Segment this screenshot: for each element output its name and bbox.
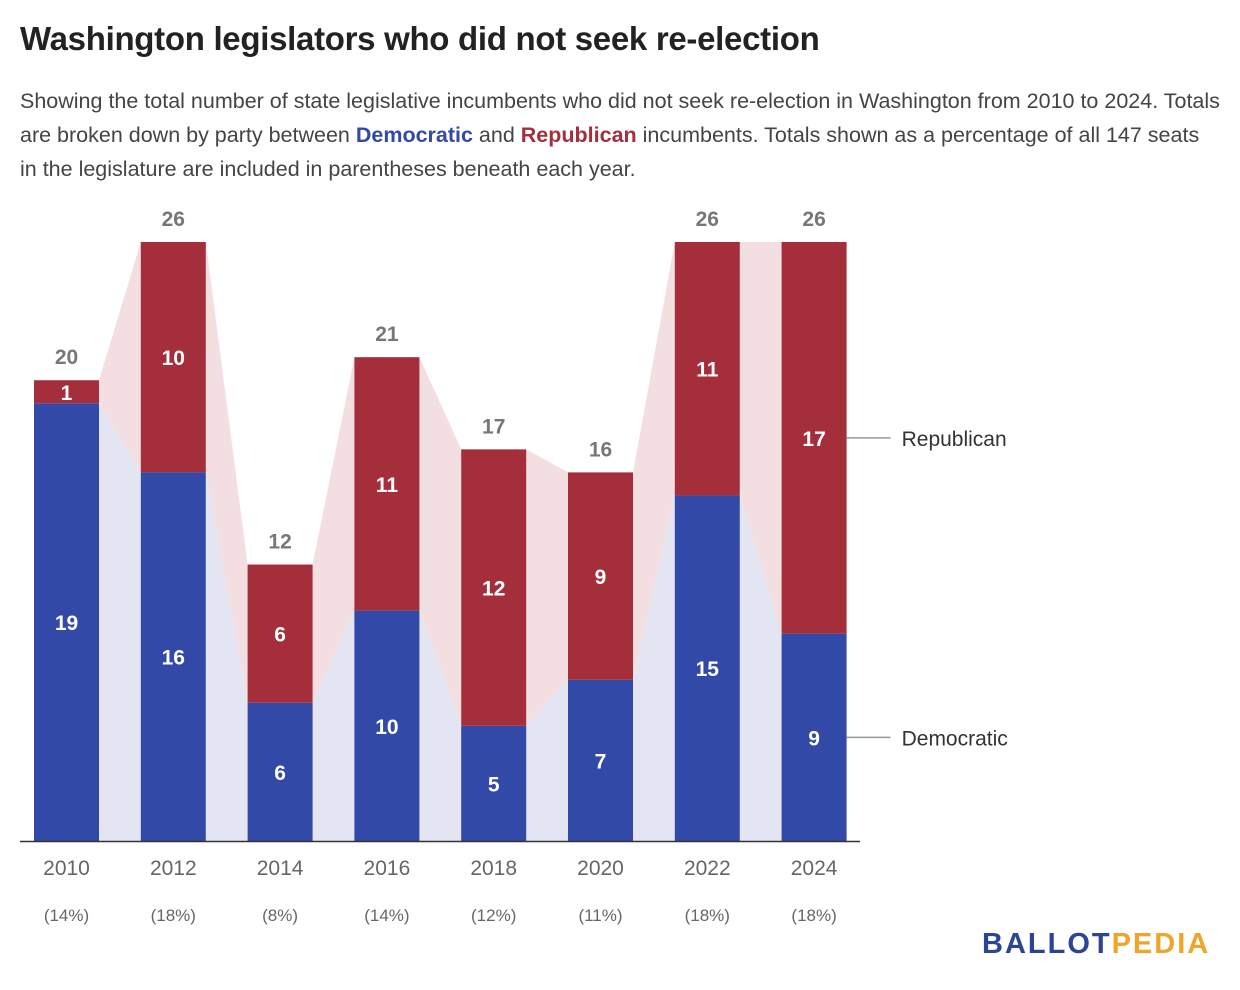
democratic-bar	[461, 725, 527, 841]
chart-title: Washington legislators who did not seek …	[20, 20, 820, 57]
democratic-connector-band	[633, 495, 675, 841]
democratic-connector-band	[419, 610, 462, 841]
percent-of-seats-label: (12%)	[471, 906, 516, 925]
democratic-connector-band	[312, 610, 355, 841]
republican-bar	[674, 242, 740, 496]
republican-connector-band	[419, 357, 462, 726]
x-axis-tick-label: 2022	[684, 857, 731, 880]
democratic-connector-band	[526, 679, 568, 841]
total-value-label: 26	[162, 208, 185, 231]
republican-value-label: 10	[162, 347, 185, 370]
democratic-connector-band	[739, 495, 782, 841]
democratic-bar	[140, 472, 206, 841]
subtitle-text-1: Showing the total number of state legisl…	[20, 89, 1220, 147]
percent-of-seats-label: (14%)	[364, 906, 409, 925]
democratic-value-label: 15	[696, 658, 720, 681]
logo-pedia-text: PEDIA	[1111, 928, 1211, 960]
percent-of-seats-label: (11%)	[578, 906, 622, 925]
democratic-value-label: 10	[375, 716, 398, 739]
republican-bar	[568, 472, 633, 680]
total-value-label: 20	[55, 346, 78, 369]
total-value-label: 17	[482, 415, 505, 438]
republican-connector-band	[633, 242, 675, 680]
subtitle-democratic-word: Democratic	[355, 123, 473, 147]
republican-bar	[34, 380, 99, 404]
democratic-connector-band	[99, 403, 141, 841]
subtitle-text-3: incumbents. Totals shown as a percentage…	[20, 123, 1200, 181]
democratic-value-label: 16	[162, 647, 185, 670]
republican-value-label: 9	[595, 566, 607, 589]
republican-value-label: 17	[802, 428, 825, 451]
democratic-bar	[674, 495, 740, 841]
democratic-value-label: 6	[274, 762, 286, 785]
percent-of-seats-label: (18%)	[685, 906, 730, 925]
republican-connector-band	[205, 242, 248, 703]
subtitle-text-2: and	[472, 123, 521, 147]
republican-value-label: 11	[696, 359, 719, 382]
percent-of-seats-label: (8%)	[262, 906, 298, 925]
x-axis-tick-label: 2018	[470, 857, 517, 880]
total-value-label: 12	[268, 531, 291, 554]
x-axis-tick-label: 2016	[364, 857, 411, 880]
republican-bar	[247, 564, 313, 703]
democratic-value-label: 7	[595, 750, 607, 773]
democratic-bar	[781, 633, 847, 841]
x-axis-tick-label: 2024	[791, 857, 838, 880]
democratic-value-label: 5	[488, 773, 500, 796]
total-value-label: 26	[696, 208, 719, 231]
republican-value-label: 12	[482, 578, 505, 601]
democratic-value-label: 19	[55, 612, 78, 635]
republican-connector-band	[526, 449, 568, 726]
ballotpedia-logo: BALLOTPEDIA	[982, 928, 1210, 961]
democratic-bar	[354, 610, 420, 841]
percent-of-seats-label: (18%)	[151, 906, 196, 925]
legend-republican-label: Republican	[902, 428, 1007, 451]
total-value-label: 16	[589, 438, 612, 461]
democratic-connector-band	[205, 472, 248, 841]
republican-connector-band	[99, 242, 141, 473]
republican-bar	[140, 242, 206, 473]
x-axis-tick-label: 2010	[43, 857, 90, 880]
total-value-label: 21	[375, 323, 399, 346]
republican-bar	[461, 449, 527, 726]
x-axis-tick-label: 2020	[577, 857, 624, 880]
republican-connector-band	[312, 357, 355, 703]
republican-value-label: 11	[376, 474, 399, 497]
subtitle-republican-word: Republican	[520, 123, 637, 147]
democratic-bar	[247, 702, 313, 841]
republican-value-label: 1	[61, 382, 73, 405]
legend-democratic-label: Democratic	[902, 727, 1008, 750]
x-axis-tick-label: 2014	[257, 857, 304, 880]
percent-of-seats-label: (18%)	[791, 906, 836, 925]
total-value-label: 26	[802, 208, 825, 231]
republican-bar	[781, 242, 847, 634]
democratic-bar	[34, 403, 99, 841]
republican-bar	[354, 357, 420, 611]
democratic-bar	[568, 679, 633, 841]
percent-of-seats-label: (14%)	[44, 906, 89, 925]
chart-subtitle: Showing the total number of state legisl…	[20, 84, 1220, 186]
democratic-value-label: 9	[808, 727, 820, 750]
republican-connector-band	[739, 242, 782, 634]
republican-value-label: 6	[274, 624, 286, 647]
logo-ballot-text: BALLOT	[982, 928, 1112, 960]
x-axis-tick-label: 2012	[150, 857, 197, 880]
